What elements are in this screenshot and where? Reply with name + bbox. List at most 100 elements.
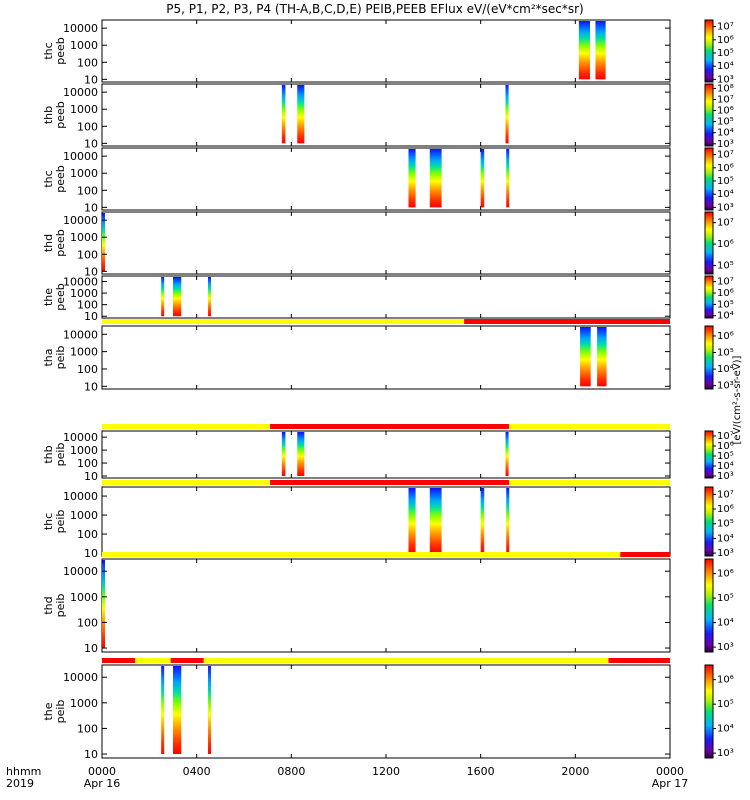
panel-label-product: peib bbox=[54, 346, 67, 370]
colorbar-tick-label: 10⁶ bbox=[717, 288, 734, 299]
spectrogram-burst bbox=[429, 488, 442, 554]
spectrogram-burst bbox=[297, 432, 305, 476]
y-tick-label: 10000 bbox=[63, 565, 98, 578]
panel-frame bbox=[101, 325, 671, 390]
spectrogram-burst bbox=[480, 488, 485, 554]
panel-thc-peeb: 10 100 1000 10000 thc peeb 10³ 10⁴ 10⁵ 10⁶ 10⁷ bbox=[42, 147, 734, 214]
panel-frame bbox=[101, 147, 671, 211]
x-tick-label: 0000 bbox=[88, 765, 116, 778]
colorbar-tick-label: 10⁵ bbox=[717, 48, 734, 59]
y-tick-label: 100 bbox=[77, 722, 98, 735]
panel-label-product: peib bbox=[54, 443, 67, 467]
x-tick-label: 1600 bbox=[467, 765, 495, 778]
panel-thc-peeb: 10 100 1000 10000 thc peeb 10³ 10⁴ 10⁵ 10⁶ 10⁷ bbox=[42, 19, 734, 86]
colorbar-tick-label: 10³ bbox=[717, 74, 734, 85]
colorbar-tick-label: 10⁵ bbox=[717, 699, 734, 710]
mode-bar-segment bbox=[170, 658, 204, 663]
panel-label-probe: the bbox=[42, 288, 55, 306]
mode-bar-segment bbox=[102, 424, 271, 429]
y-tick-label: 1000 bbox=[70, 444, 98, 457]
panel-label-product: peeb bbox=[54, 101, 67, 129]
colorbar-tick-label: 10³ bbox=[717, 139, 734, 150]
mode-bar-segment bbox=[620, 552, 670, 557]
spectrogram-burst bbox=[173, 277, 182, 317]
colorbar-units-label: [eV/(cm²-s-sr-eV)] bbox=[732, 355, 743, 444]
panel-frame bbox=[101, 275, 671, 319]
spectrogram-burst bbox=[506, 488, 510, 554]
colorbar-tick-label: 10⁴ bbox=[717, 189, 734, 200]
colorbar-tick-label: 10⁶ bbox=[717, 331, 734, 342]
y-tick-label: 10 bbox=[84, 748, 98, 761]
y-tick-label: 10000 bbox=[63, 276, 98, 289]
y-tick-label: 100 bbox=[77, 184, 98, 197]
spectrogram-burst bbox=[505, 85, 509, 144]
panel-label-product: peib bbox=[54, 510, 67, 534]
y-tick-label: 10000 bbox=[63, 671, 98, 684]
spectrogram-burst bbox=[161, 666, 165, 755]
y-tick-label: 1000 bbox=[70, 697, 98, 710]
mode-bar-segment bbox=[102, 552, 621, 557]
spectrogram-burst bbox=[578, 21, 591, 80]
spectrogram-burst bbox=[161, 277, 165, 317]
mode-bar-segment bbox=[203, 658, 609, 663]
colorbar-tick-label: 10³ bbox=[717, 471, 734, 482]
colorbar-tick-label: 10³ bbox=[717, 202, 734, 213]
panel-frame bbox=[101, 19, 671, 83]
panel-label-probe: thc bbox=[42, 513, 55, 530]
spectrogram-burst bbox=[595, 21, 606, 80]
panel-label-probe: thd bbox=[42, 234, 55, 252]
panel-label-probe: thc bbox=[42, 42, 55, 59]
colorbar-tick-label: 10⁴ bbox=[717, 364, 734, 375]
panel-label-product: peeb bbox=[54, 283, 67, 311]
y-tick-label: 10 bbox=[84, 642, 98, 655]
y-tick-label: 10000 bbox=[63, 431, 98, 444]
y-tick-label: 100 bbox=[77, 363, 98, 376]
colorbar-tick-label: 10⁴ bbox=[717, 533, 734, 544]
mode-bar-segment bbox=[608, 658, 670, 663]
panel-label-product: peib bbox=[54, 594, 67, 618]
colorbar-tick-label: 10⁴ bbox=[717, 724, 734, 735]
y-tick-label: 10000 bbox=[63, 214, 98, 227]
panel-label-probe: thc bbox=[42, 170, 55, 187]
colorbar bbox=[704, 19, 714, 83]
mode-bar-segment bbox=[102, 480, 271, 485]
colorbar bbox=[704, 430, 714, 479]
panel-frame bbox=[101, 558, 671, 653]
panel-frame bbox=[101, 211, 671, 275]
spectrogram-burst bbox=[281, 85, 286, 144]
y-tick-label: 10 bbox=[84, 470, 98, 483]
y-tick-label: 10000 bbox=[63, 490, 98, 503]
colorbar-tick-label: 10⁵ bbox=[717, 117, 734, 128]
x-tick-label: 0800 bbox=[277, 765, 305, 778]
y-tick-label: 10000 bbox=[63, 86, 98, 99]
y-tick-label: 100 bbox=[77, 457, 98, 470]
panel-frame bbox=[101, 664, 671, 759]
y-tick-label: 10 bbox=[84, 137, 98, 150]
colorbar-tick-label: 10³ bbox=[717, 548, 734, 559]
panel-frame bbox=[101, 83, 671, 147]
colorbar-tick-label: 10⁶ bbox=[717, 675, 734, 686]
y-tick-label: 10 bbox=[84, 265, 98, 278]
y-tick-label: 1000 bbox=[70, 167, 98, 180]
colorbar bbox=[704, 83, 714, 147]
x-tick-label: 1200 bbox=[372, 765, 400, 778]
colorbar-tick-label: 10⁶ bbox=[717, 569, 734, 580]
colorbar bbox=[704, 558, 714, 653]
y-tick-label: 1000 bbox=[70, 346, 98, 359]
colorbar-tick-label: 10⁵ bbox=[717, 451, 734, 462]
y-tick-label: 100 bbox=[77, 248, 98, 261]
y-tick-label: 100 bbox=[77, 56, 98, 69]
x-axis: hhmm 2019 Apr 16 Apr 17 0000 0400 0800 1200… bbox=[6, 765, 688, 790]
y-tick-label: 10 bbox=[84, 310, 98, 323]
panel-label-probe: thd bbox=[42, 596, 55, 614]
spectrogram-burst bbox=[505, 432, 509, 476]
spectrogram-burst bbox=[408, 149, 416, 208]
y-tick-label: 10000 bbox=[63, 150, 98, 163]
x-axis-label-year: 2019 bbox=[6, 777, 34, 790]
y-tick-label: 100 bbox=[77, 299, 98, 312]
panel-tha-peib: 10 100 1000 10000 tha peib 10³ 10⁴ 10⁵ 10⁶ bbox=[42, 319, 734, 393]
mode-bar-segment bbox=[464, 319, 670, 324]
